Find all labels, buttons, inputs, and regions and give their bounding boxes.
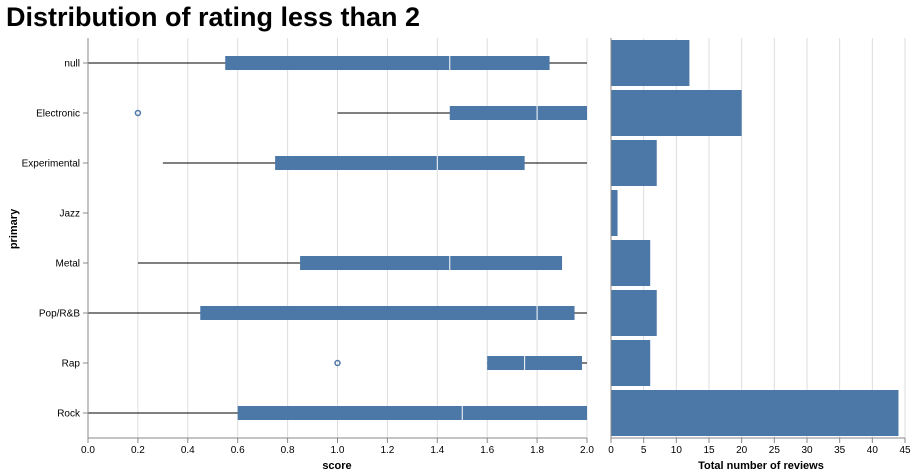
boxplot-category-label-rock: Rock (57, 409, 81, 420)
bar-metal (611, 240, 651, 286)
box-experimental (275, 156, 525, 170)
box-metal (300, 256, 563, 270)
bar-x-tick-label-4: 20 (736, 445, 748, 456)
boxplot-x-axis-title: score (322, 460, 351, 472)
box-electronic (449, 106, 587, 120)
boxplot-category-label-pop-r-b: Pop/R&B (39, 309, 80, 320)
boxplot-y-axis-title: primary (8, 208, 20, 249)
bar-x-tick-label-1: 5 (641, 445, 647, 456)
boxplot-category-label-experimental: Experimental (22, 159, 80, 170)
box-rap (487, 356, 583, 370)
outlier-rap-0 (334, 359, 341, 367)
box-pop-r-b (200, 306, 575, 320)
bar-x-tick-label-8: 40 (867, 445, 879, 456)
bar-panel: 0 5 10 15 20 25 30 35 40 45 (608, 38, 911, 456)
boxplot-category-label-rap: Rap (62, 359, 81, 370)
boxplot-x-tick-label-4: 0.8 (281, 445, 295, 456)
boxplot-x-tick-label-3: 0.6 (231, 445, 245, 456)
boxplot-category-label-electronic: Electronic (36, 109, 80, 120)
bar-experimental (611, 140, 657, 186)
boxplot-pop-r-b (88, 306, 587, 320)
bar-pop-r-b (611, 290, 657, 336)
boxplot-panel: 0.0 0.2 0.4 0.6 0.8 1.0 1.2 1.4 1.6 1.8 2.0 null Ele… (22, 38, 594, 456)
boxplot-rap (334, 356, 587, 370)
boxplot-category-label-null: null (64, 59, 80, 70)
boxplot-x-tick-label-5: 1.0 (331, 445, 345, 456)
bar-rap (611, 340, 651, 386)
bar-x-tick-label-3: 15 (703, 445, 715, 456)
boxplot-experimental (162, 156, 587, 170)
boxplot-x-tick-label-8: 1.6 (480, 445, 494, 456)
chart-title: Distribution of rating less than 2 (6, 2, 421, 32)
bar-x-tick-label-9: 45 (899, 445, 911, 456)
boxplot-x-tick-label-1: 0.2 (131, 445, 145, 456)
bar-null (611, 40, 690, 86)
boxplot-rock (88, 406, 587, 420)
boxplot-x-tick-label-9: 1.8 (530, 445, 544, 456)
boxplot-category-label-metal: Metal (56, 259, 80, 270)
boxplot-metal (137, 256, 563, 270)
boxplot-x-tick-label-6: 1.2 (380, 445, 394, 456)
boxplot-category-label-jazz: Jazz (59, 209, 80, 220)
bar-x-tick-label-2: 10 (671, 445, 683, 456)
boxplot-null (88, 56, 587, 70)
boxplot-marks (88, 56, 587, 420)
bar-x-axis-title: Total number of reviews (698, 460, 824, 472)
bar-rock (611, 390, 899, 436)
bar-electronic (611, 90, 742, 136)
bar-jazz (611, 190, 618, 236)
boxplot-x-tick-label-10: 2.0 (580, 445, 594, 456)
outlier-electronic-0 (134, 109, 142, 117)
bar-x-tick-label-0: 0 (608, 445, 614, 456)
bar-x-tick-label-7: 35 (834, 445, 846, 456)
bar-x-tick-label-6: 30 (801, 445, 813, 456)
boxplot-x-tick-label-7: 1.4 (430, 445, 444, 456)
boxplot-x-tick-label-2: 0.4 (181, 445, 195, 456)
box-null (225, 56, 550, 70)
bar-x-tick-label-5: 25 (769, 445, 781, 456)
boxplot-x-tick-label-0: 0.0 (81, 445, 95, 456)
bar-axes: 0 5 10 15 20 25 30 35 40 45 (608, 38, 911, 456)
box-rock (237, 406, 587, 420)
boxplot-gridlines (87, 38, 588, 438)
boxplot-axes: 0.0 0.2 0.4 0.6 0.8 1.0 1.2 1.4 1.6 1.8 2.0 null Ele… (22, 38, 594, 456)
boxplot-electronic (134, 106, 587, 120)
bar-marks (611, 40, 899, 436)
